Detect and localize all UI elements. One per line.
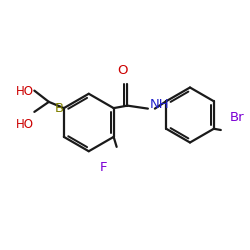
Text: O: O — [117, 64, 127, 76]
Text: HO: HO — [16, 85, 34, 98]
Text: HO: HO — [16, 118, 34, 132]
Text: F: F — [100, 161, 108, 174]
Text: NH: NH — [150, 98, 170, 112]
Text: B: B — [55, 102, 64, 115]
Text: Br: Br — [230, 111, 244, 124]
